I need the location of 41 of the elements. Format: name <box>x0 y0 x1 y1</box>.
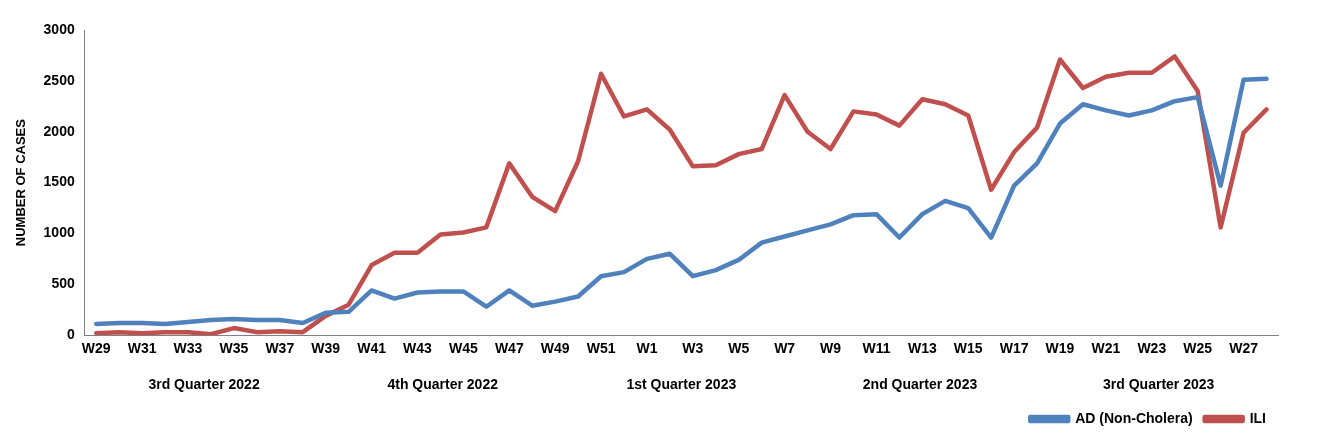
x-tick-label: W43 <box>403 340 433 357</box>
x-tick-label: W45 <box>448 340 478 357</box>
x-tick-label: W11 <box>862 340 891 357</box>
x-tick-label: W49 <box>540 340 570 357</box>
y-tick-label: 1000 <box>43 224 75 241</box>
y-tick-label: 500 <box>51 275 75 292</box>
x-tick-label: W31 <box>127 340 157 357</box>
x-tick-label: W33 <box>173 340 203 357</box>
x-tick-label: W23 <box>1137 340 1167 357</box>
x-tick-label: W3 <box>682 340 704 357</box>
x-tick-label: W13 <box>907 340 937 357</box>
x-tick-label: W7 <box>774 340 796 357</box>
legend-label: AD (Non-Cholera) <box>1075 409 1193 426</box>
x-tick-label: W5 <box>728 340 750 357</box>
x-tick-label: W25 <box>1183 340 1213 357</box>
x-tick-label: W35 <box>219 340 249 357</box>
text: 4th Quarter 2022 <box>387 376 498 392</box>
x-tick-label: W21 <box>1091 340 1121 357</box>
text: 3rd Quarter 2022 <box>148 376 260 392</box>
y-tick-label: 2500 <box>43 71 75 88</box>
text: 1st Quarter 2023 <box>626 376 737 392</box>
x-tick-label: W19 <box>1045 340 1075 357</box>
y-tick-label: 0 <box>66 326 75 343</box>
legend-label: ILI <box>1249 409 1267 426</box>
x-tick-label: W15 <box>953 340 983 357</box>
x-tick-label: W37 <box>265 340 295 357</box>
x-tick-label: W17 <box>999 340 1029 357</box>
text: 3rd Quarter 2023 <box>1103 376 1215 392</box>
y-tick-label: 1500 <box>43 173 75 190</box>
y-tick-label: 3000 <box>43 20 75 37</box>
y-tick-label: 2000 <box>43 122 75 139</box>
x-tick-label: W39 <box>311 340 341 357</box>
x-tick-label: W27 <box>1229 340 1259 357</box>
text: 2nd Quarter 2023 <box>862 376 978 392</box>
y-axis-title: NUMBER OF CASES <box>13 118 29 247</box>
x-tick-label: W29 <box>81 340 111 357</box>
x-tick-label: W1 <box>636 340 658 357</box>
x-tick-label: W41 <box>357 340 387 357</box>
x-tick-label: W9 <box>820 340 842 357</box>
x-tick-label: W47 <box>494 340 524 357</box>
x-tick-label: W51 <box>586 340 616 357</box>
